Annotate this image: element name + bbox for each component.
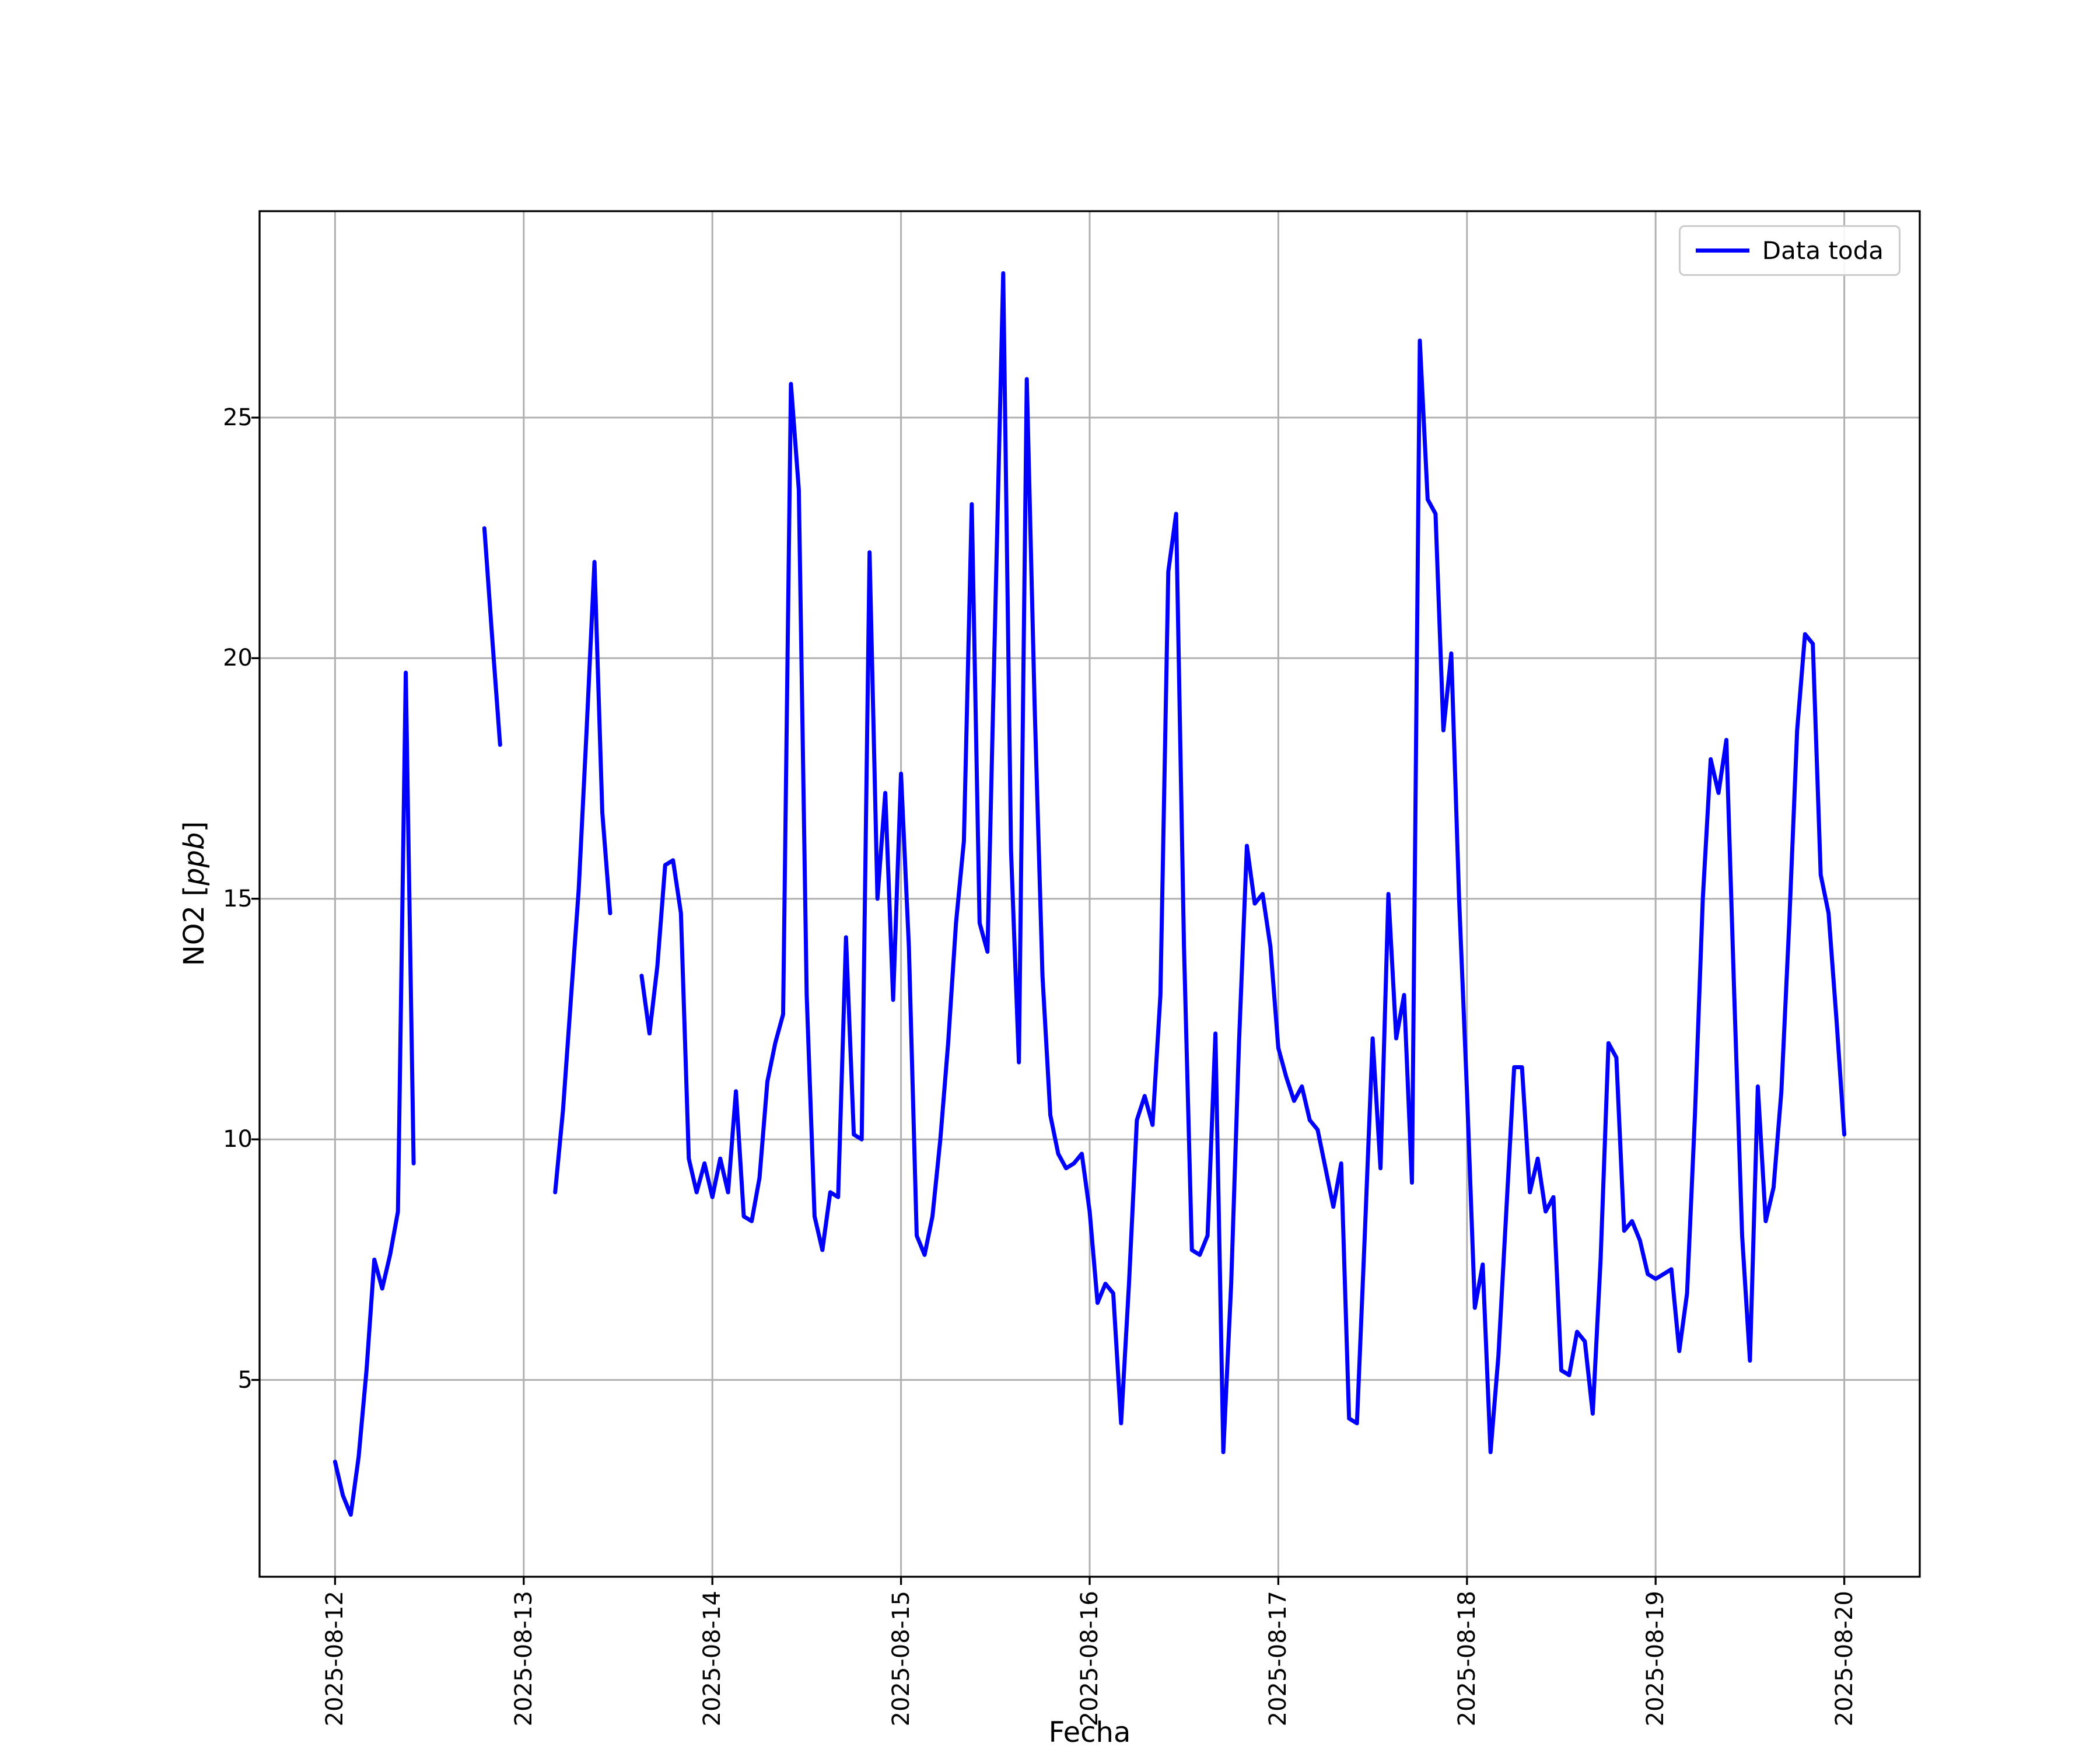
- x-tick-label: 2025-08-17: [1265, 1591, 1292, 1727]
- y-axis-label-prefix: NO2 [: [178, 885, 211, 967]
- axes-spines: [258, 210, 1921, 1578]
- y-axis-label: NO2 [ppb]: [178, 821, 211, 966]
- x-tick-label: 2025-08-20: [1831, 1591, 1858, 1727]
- x-tick-label: 2025-08-18: [1453, 1591, 1480, 1727]
- x-tick-label: 2025-08-19: [1642, 1591, 1670, 1727]
- x-tick-label: 2025-08-13: [510, 1591, 537, 1727]
- series-line: [332, 271, 1847, 1517]
- x-tick-label: 2025-08-16: [1076, 1591, 1103, 1727]
- x-axis-label: Fecha: [1048, 1716, 1131, 1749]
- legend-line-swatch: [1695, 249, 1749, 253]
- y-axis-label-suffix: ]: [178, 821, 211, 832]
- y-tick-label: 20: [223, 645, 253, 672]
- x-tick-label: 2025-08-14: [699, 1591, 726, 1727]
- y-tick-label: 15: [223, 885, 253, 912]
- y-tick-label: 5: [237, 1366, 253, 1394]
- x-tick-label: 2025-08-15: [887, 1591, 915, 1727]
- y-axis-label-unit: ppb: [178, 832, 211, 886]
- y-tick-label: 10: [223, 1126, 253, 1153]
- legend-entry-label: Data toda: [1762, 236, 1884, 265]
- y-tick-label: 25: [223, 404, 253, 431]
- legend: Data toda: [1678, 225, 1901, 276]
- x-tick-label: 2025-08-12: [321, 1591, 349, 1727]
